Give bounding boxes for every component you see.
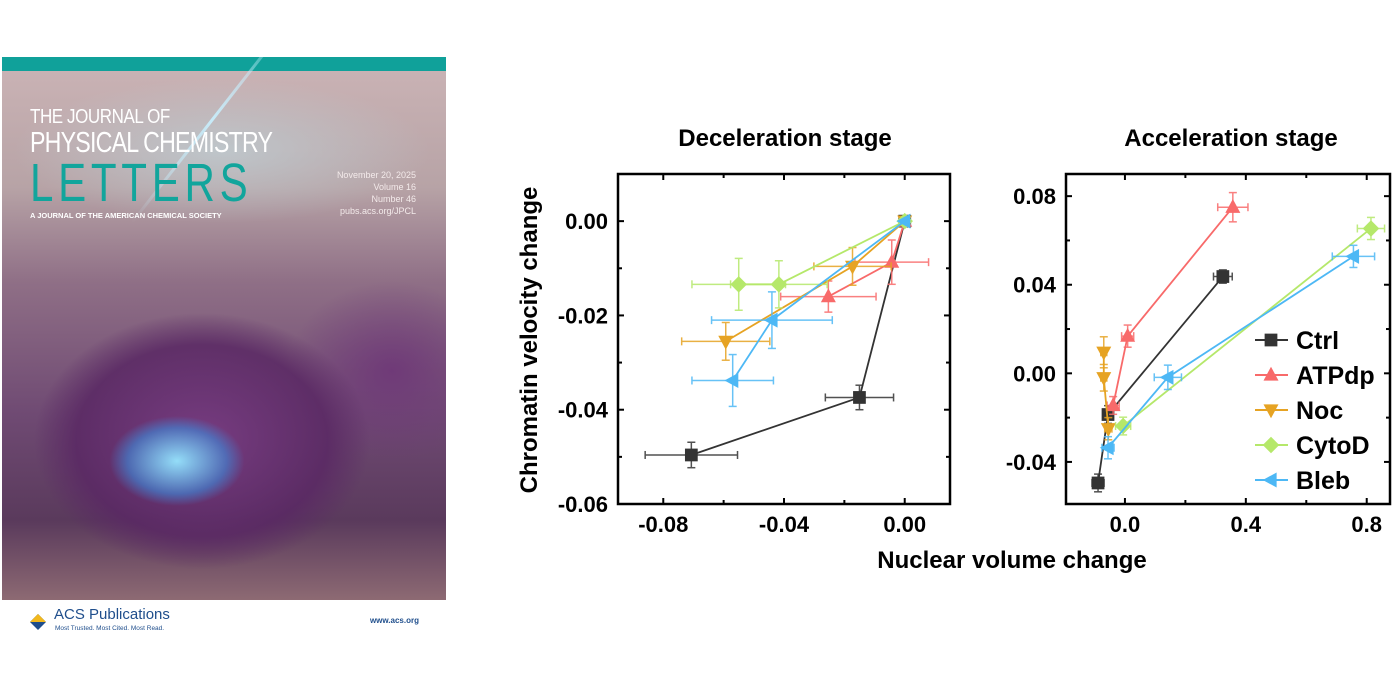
series-line-ctrl bbox=[1097, 275, 1224, 484]
data-point-cytod bbox=[1114, 417, 1132, 435]
y-tick-label: -0.04 bbox=[558, 398, 609, 423]
series-ctrl bbox=[1091, 269, 1233, 493]
cover-footer: ACS Publications Most Trusted. Most Cite… bbox=[2, 600, 446, 640]
legend-marker-ctrl bbox=[1264, 333, 1278, 347]
y-tick-label: -0.04 bbox=[1006, 450, 1057, 475]
data-point-bleb bbox=[896, 213, 911, 229]
y-axis-label: Chromatin velocity change bbox=[516, 187, 543, 494]
y-tick-label: 0.00 bbox=[565, 209, 608, 234]
y-tick-label: 0.00 bbox=[1013, 361, 1056, 386]
x-tick-label: -0.08 bbox=[638, 512, 688, 537]
series-noc bbox=[680, 215, 913, 361]
y-tick-label: 0.04 bbox=[1013, 273, 1057, 298]
cover-teal-bar bbox=[2, 57, 446, 71]
publisher-website: www.acs.org bbox=[369, 616, 419, 625]
publisher-tagline: Most Trusted. Most Cited. Most Read. bbox=[55, 625, 165, 632]
issue-volume: Volume 16 bbox=[373, 182, 416, 192]
plot-panel-0: -0.08 -0.04 0.00 0.00 -0.02 -0.04 -0.06 bbox=[558, 172, 952, 537]
journal-subtitle: A JOURNAL OF THE AMERICAN CHEMICAL SOCIE… bbox=[30, 211, 222, 220]
data-point-bleb bbox=[724, 372, 739, 388]
issue-number: Number 46 bbox=[371, 194, 416, 204]
data-point-atpdp bbox=[1225, 198, 1241, 213]
data-point-atpdp bbox=[884, 253, 900, 268]
series-bleb bbox=[691, 213, 911, 408]
cover-artwork: THE JOURNAL OF PHYSICAL CHEMISTRY LETTER… bbox=[2, 57, 446, 600]
journal-title-line3: LETTERS bbox=[30, 153, 253, 213]
x-tick-label: 0.8 bbox=[1351, 512, 1382, 537]
chart-title-acceleration: Acceleration stage bbox=[1124, 125, 1337, 152]
series-line-cytod bbox=[738, 220, 906, 286]
issue-date: November 20, 2025 bbox=[336, 170, 416, 180]
data-point-bleb bbox=[1159, 369, 1174, 385]
data-point-ctrl bbox=[1091, 476, 1105, 490]
y-tick-label: -0.02 bbox=[558, 303, 608, 328]
series-line-cytod bbox=[1122, 227, 1372, 427]
data-point-bleb bbox=[1345, 248, 1360, 264]
journal-title-line2: PHYSICAL CHEMISTRY bbox=[30, 127, 273, 159]
series-line-bleb bbox=[731, 220, 906, 381]
legend: Ctrl ATPdp Noc CytoD Bleb bbox=[1255, 327, 1375, 495]
legend-label-bleb: Bleb bbox=[1296, 467, 1350, 495]
journal-title-line1: THE JOURNAL OF bbox=[30, 106, 170, 128]
chart-title-deceleration: Deceleration stage bbox=[678, 125, 891, 152]
legend-label-cytod: CytoD bbox=[1296, 432, 1370, 460]
data-point-noc bbox=[1100, 423, 1116, 437]
legend-marker-bleb bbox=[1262, 472, 1277, 488]
data-point-cytod bbox=[770, 276, 788, 293]
publisher-name: ACS Publications bbox=[54, 606, 170, 623]
plot-frame bbox=[1064, 172, 1392, 506]
legend-label-noc: Noc bbox=[1296, 397, 1343, 425]
x-tick-label: 0.4 bbox=[1231, 512, 1262, 537]
data-point-noc bbox=[1096, 372, 1112, 387]
data-point-ctrl bbox=[853, 391, 866, 404]
series-cytod bbox=[1114, 216, 1386, 436]
series-noc bbox=[1096, 336, 1116, 441]
legend-marker-atpdp bbox=[1263, 366, 1279, 381]
x-tick-label: 0.00 bbox=[883, 512, 926, 537]
data-point-ctrl bbox=[1216, 270, 1230, 283]
series-bleb bbox=[1099, 244, 1376, 460]
plot-panel-1: 0.0 0.4 0.8 0.08 0.04 0.00 -0.04 Ctrl ATPdp Noc Cy… bbox=[1006, 172, 1392, 537]
data-point-noc bbox=[1096, 346, 1112, 361]
legend-label-ctrl: Ctrl bbox=[1296, 327, 1339, 355]
data-point-noc bbox=[718, 335, 734, 350]
y-tick-label: 0.08 bbox=[1013, 184, 1056, 209]
journal-url: pubs.acs.org/JPCL bbox=[339, 206, 416, 216]
data-point-atpdp bbox=[1105, 397, 1121, 412]
series-atpdp bbox=[1105, 191, 1249, 416]
data-point-atpdp bbox=[820, 288, 836, 303]
x-tick-label: 0.0 bbox=[1110, 512, 1141, 537]
data-point-ctrl bbox=[684, 448, 698, 462]
data-point-bleb bbox=[763, 312, 778, 328]
data-point-noc bbox=[845, 260, 861, 275]
data-point-atpdp bbox=[1120, 327, 1136, 342]
issue-info: November 20, 2025 Volume 16 Number 46 pu… bbox=[337, 169, 416, 217]
x-axis-label: Nuclear volume change bbox=[877, 547, 1146, 574]
legend-marker-noc bbox=[1263, 404, 1279, 419]
journal-cover: THE JOURNAL OF PHYSICAL CHEMISTRY LETTER… bbox=[2, 57, 446, 640]
x-tick-label: -0.04 bbox=[759, 512, 810, 537]
y-tick-label: -0.06 bbox=[558, 492, 608, 517]
data-point-bleb bbox=[1099, 440, 1114, 456]
data-point-cytod bbox=[1362, 220, 1380, 237]
legend-label-atpdp: ATPdp bbox=[1296, 362, 1375, 390]
acs-logo-icon bbox=[30, 614, 46, 630]
legend-marker-cytod bbox=[1262, 436, 1280, 454]
